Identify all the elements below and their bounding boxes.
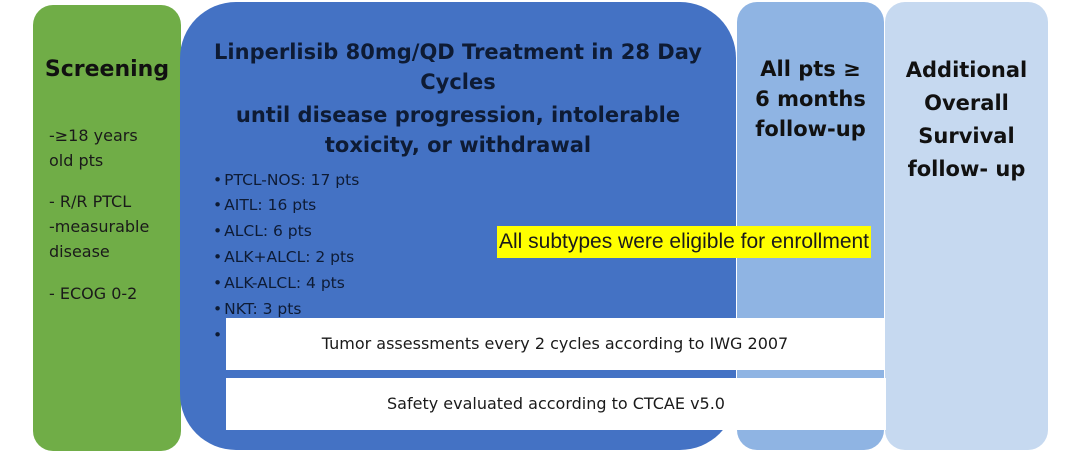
subtype-label: PTCL-NOS: 17 pts <box>224 171 360 189</box>
treatment-title: Linperlisib 80mg/QD Treatment in 28 Day … <box>200 37 716 160</box>
bullet-dot: • <box>213 248 223 266</box>
subtype-bullet: • ALCL: 6 pts <box>213 218 312 244</box>
survival-title-line: Survival <box>918 124 1015 148</box>
bullet-dot: • <box>213 326 223 344</box>
subtype-label: ALK-ALCL: 4 pts <box>224 274 345 292</box>
subtype-bullet: • ALK+ALCL: 2 pts <box>213 244 354 270</box>
subtype-label: NKT: 3 pts <box>224 300 302 318</box>
screening-criteria-line: - ECOG 0-2 <box>49 284 138 303</box>
survival-title-line: Overall <box>924 91 1009 115</box>
survival-title: Additional Overall Survival follow- up <box>885 54 1048 186</box>
screening-criteria-line: old pts <box>49 151 104 170</box>
screening-criteria-line: - R/R PTCL <box>49 192 132 211</box>
safety-evaluation-bar: Safety evaluated according to CTCAE v5.0 <box>226 378 886 430</box>
tumor-assessment-bar: Tumor assessments every 2 cycles accordi… <box>226 318 884 370</box>
subtype-bullet: • ALK-ALCL: 4 pts <box>213 270 345 296</box>
survival-title-line: Additional <box>905 58 1028 82</box>
subtype-bullet: • PTCL-NOS: 17 pts <box>213 167 359 193</box>
screening-title: Screening <box>44 57 170 82</box>
subtype-label: ALK+ALCL: 2 pts <box>224 248 355 266</box>
followup-title: All pts ≥ 6 months follow-up <box>737 54 884 144</box>
followup-title-line: follow-up <box>755 117 866 141</box>
treatment-title-line: Cycles <box>420 70 496 94</box>
followup-title-line: 6 months <box>755 87 866 111</box>
treatment-title-line: toxicity, or withdrawal <box>324 133 592 157</box>
subtype-bullet: • AITL: 16 pts <box>213 192 316 218</box>
subtype-label: ALCL: 6 pts <box>224 222 312 240</box>
survival-box: Additional Overall Survival follow- up <box>885 2 1048 450</box>
screening-box: Screening -≥18 years old pts - R/R PTCL … <box>33 5 181 451</box>
subtype-bullet: • NKT: 3 pts <box>213 296 301 322</box>
bullet-dot: • <box>213 274 223 292</box>
treatment-title-line: until disease progression, intolerable <box>235 103 681 127</box>
bullet-dot: • <box>213 196 223 214</box>
bullet-dot: • <box>213 171 223 189</box>
bullet-dot: • <box>213 222 223 240</box>
screening-criteria-line: -≥18 years <box>49 126 138 145</box>
survival-title-line: follow- up <box>907 157 1026 181</box>
followup-title-line: All pts ≥ <box>760 57 861 81</box>
eligibility-highlight: All subtypes were eligible for enrollmen… <box>497 226 872 258</box>
subtype-label: AITL: 16 pts <box>224 196 317 214</box>
screening-criteria-line: disease <box>49 242 110 261</box>
subtype-bullet-hidden: • <box>213 322 224 348</box>
bullet-dot: • <box>213 300 223 318</box>
treatment-title-line: Linperlisib 80mg/QD Treatment in 28 Day <box>214 40 702 64</box>
screening-criteria-line: -measurable <box>49 217 150 236</box>
